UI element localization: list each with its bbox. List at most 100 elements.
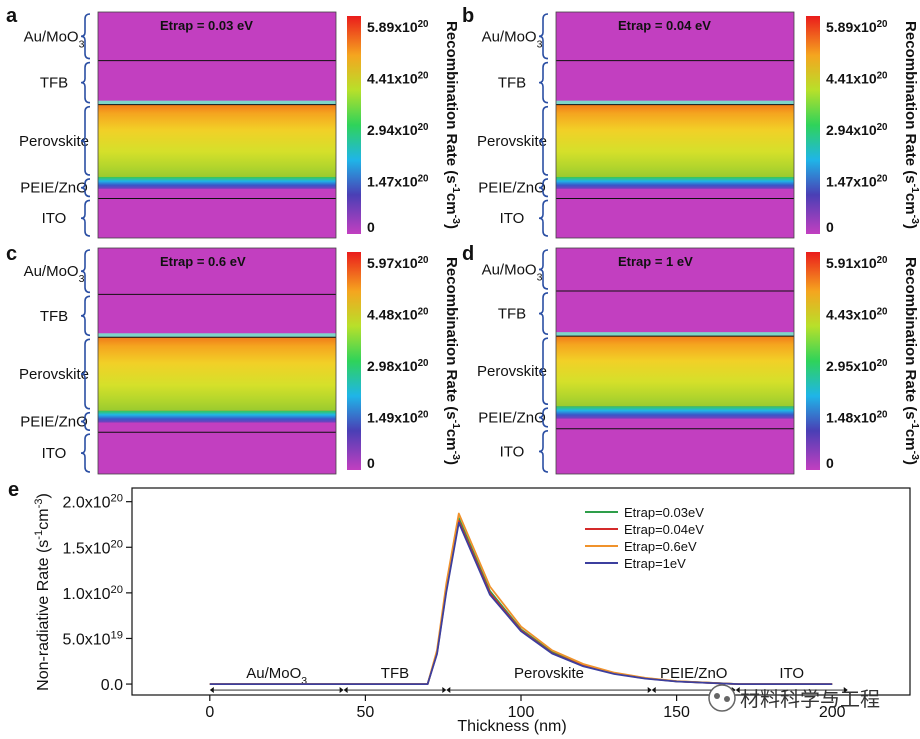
layer-brace bbox=[538, 249, 549, 290]
layer-label: TFB bbox=[40, 308, 68, 325]
x-tick-label: 200 bbox=[819, 704, 846, 721]
y-tick-label: 1.0x1020 bbox=[63, 584, 124, 603]
layer-label: Au/MoO3 bbox=[482, 261, 543, 283]
colorbar-tick-label: 4.43x1020 bbox=[826, 306, 888, 323]
layer-brace bbox=[538, 337, 549, 405]
region-tfb: TFB bbox=[343, 665, 447, 694]
arrowhead bbox=[209, 687, 214, 694]
layer-brace bbox=[80, 295, 91, 337]
layer-brace bbox=[538, 61, 549, 104]
series-lines bbox=[209, 512, 833, 685]
series-line-1 bbox=[209, 517, 833, 685]
colorbar-tick-label: 2.94x1020 bbox=[367, 122, 429, 139]
interface-band bbox=[98, 333, 336, 338]
y-tick-label: 5.0x1019 bbox=[63, 629, 124, 648]
legend: Etrap=0.03eV Etrap=0.04eV Etrap=0.6eV Etrap… bbox=[585, 505, 704, 571]
panel-letter-d: d bbox=[462, 243, 474, 265]
arrowhead bbox=[735, 687, 740, 694]
series-line-4 bbox=[209, 521, 833, 685]
perovskite-region bbox=[556, 104, 794, 177]
heatmap-panels: Etrap = 0.03 eV a Au/MoO3 TFB Perovskite PEIE… bbox=[6, 5, 920, 475]
layer-brace bbox=[538, 199, 549, 237]
etrap-label: Etrap = 0.04 eV bbox=[618, 18, 711, 33]
heatmap-panel-c: Etrap = 0.6 eV c Au/MoO3 TFB Perovskite PEIE/… bbox=[6, 243, 462, 475]
region-label: ITO bbox=[779, 665, 804, 682]
series-line-2 bbox=[209, 519, 833, 685]
colorbar-tick-label: 0 bbox=[367, 219, 375, 235]
panel-letter-c: c bbox=[6, 243, 17, 265]
colorbar-tick-label: 4.41x1020 bbox=[367, 70, 429, 87]
layer-brace bbox=[80, 61, 91, 104]
arrowhead bbox=[339, 687, 344, 694]
heatmap-frame bbox=[555, 11, 795, 239]
layer-brace bbox=[538, 178, 549, 198]
y-tick-label: 0.0 bbox=[101, 677, 123, 694]
y-tick-label: 1.5x1020 bbox=[63, 538, 124, 557]
panel-letter-e: e bbox=[8, 479, 19, 501]
heatmap-frame bbox=[97, 247, 337, 475]
x-axis: 0 50 100 150 200 bbox=[205, 695, 846, 721]
heatmap-panel-b: Etrap = 0.04 eV b Au/MoO3 TFB Perovskite PEIE… bbox=[462, 5, 920, 239]
layer-label: Au/MoO3 bbox=[482, 28, 543, 50]
layer-brace bbox=[80, 433, 91, 473]
peie-zno-band bbox=[556, 406, 794, 419]
layer-brace bbox=[80, 249, 91, 294]
arrowhead bbox=[343, 687, 348, 694]
region-label: Au/MoO3 bbox=[246, 665, 307, 687]
x-tick-label: 150 bbox=[663, 704, 690, 721]
colorbar-title: Recombination Rate (s-1cm-3) bbox=[443, 257, 462, 465]
colorbar: 5.89x1020 4.41x1020 2.94x1020 1.47x1020 0 Rec… bbox=[347, 16, 462, 235]
layer-label: PEIE/ZnO bbox=[478, 410, 546, 427]
layer-label: PEIE/ZnO bbox=[478, 180, 546, 197]
x-tick-label: 100 bbox=[508, 704, 535, 721]
region-perovskite: Perovskite bbox=[446, 665, 652, 694]
colorbar-gradient bbox=[806, 252, 820, 470]
legend-label: Etrap=0.6eV bbox=[624, 539, 697, 554]
region-ito: ITO bbox=[735, 665, 848, 694]
layer-brace bbox=[538, 105, 549, 176]
layer-brace bbox=[80, 13, 91, 60]
arrowhead bbox=[843, 687, 848, 694]
interface-band bbox=[98, 100, 336, 105]
y-axis-label: Non-radiative Rate (s-1cm-3) bbox=[33, 493, 52, 691]
layer-label: PEIE/ZnO bbox=[20, 180, 88, 197]
layer-brace bbox=[538, 430, 549, 473]
colorbar-tick-label: 4.48x1020 bbox=[367, 306, 429, 323]
panel-letter-a: a bbox=[6, 5, 18, 27]
layer-brace bbox=[538, 292, 549, 335]
etrap-label: Etrap = 0.03 eV bbox=[160, 18, 253, 33]
colorbar-tick-label: 1.47x1020 bbox=[826, 173, 888, 190]
watermark: 材料科学与工程 bbox=[708, 684, 880, 712]
arrowhead bbox=[442, 687, 447, 694]
interface-band bbox=[556, 100, 794, 105]
layer-label: ITO bbox=[500, 443, 525, 460]
y-axis-label-text: Non-radiative Rate (s-1cm-3) bbox=[33, 493, 52, 691]
layer-brace bbox=[538, 13, 549, 60]
layer-brace bbox=[80, 411, 91, 431]
layer-label: Perovskite bbox=[19, 133, 89, 150]
colorbar-title: Recombination Rate (s-1cm-3) bbox=[902, 21, 920, 229]
colorbar: 5.91x1020 4.43x1020 2.95x1020 1.48x1020 0 Rec… bbox=[806, 252, 920, 471]
peie-zno-band bbox=[556, 176, 794, 189]
layer-label: Perovskite bbox=[19, 366, 89, 383]
x-axis-label: Thickness (nm) bbox=[457, 718, 566, 735]
layer-label: TFB bbox=[498, 75, 526, 92]
region-aumoo: Au/MoO3 bbox=[209, 665, 344, 694]
colorbar-tick-label: 2.98x1020 bbox=[367, 358, 429, 375]
layer-label: ITO bbox=[42, 210, 67, 227]
legend-label: Etrap=0.04eV bbox=[624, 522, 704, 537]
heatmap-frame bbox=[555, 247, 795, 475]
layer-label: PEIE/ZnO bbox=[20, 413, 88, 430]
colorbar-tick-label: 0 bbox=[367, 455, 375, 471]
y-tick-label: 2.0x1020 bbox=[63, 493, 124, 512]
colorbar: 5.97x1020 4.48x1020 2.98x1020 1.49x1020 0 Rec… bbox=[347, 252, 462, 471]
y-axis: 0.0 5.0x1019 1.0x1020 1.5x1020 2.0x1020 bbox=[63, 493, 132, 694]
colorbar-tick-label: 0 bbox=[826, 219, 834, 235]
etrap-label: Etrap = 1 eV bbox=[618, 254, 693, 269]
colorbar: 5.89x1020 4.41x1020 2.94x1020 1.47x1020 0 Rec… bbox=[806, 16, 920, 235]
peie-zno-band bbox=[98, 176, 336, 189]
colorbar-tick-label: 5.91x1020 bbox=[826, 255, 888, 272]
colorbar-tick-label: 1.47x1020 bbox=[367, 173, 429, 190]
layer-label: Au/MoO3 bbox=[24, 263, 85, 285]
